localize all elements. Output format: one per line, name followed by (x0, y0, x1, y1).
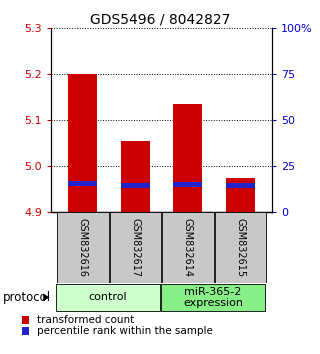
FancyBboxPatch shape (56, 284, 160, 311)
Text: GSM832615: GSM832615 (236, 218, 245, 278)
Text: GSM832614: GSM832614 (183, 218, 193, 277)
Text: GSM832617: GSM832617 (130, 218, 140, 278)
Text: control: control (89, 292, 127, 302)
Bar (173, 182, 202, 187)
FancyBboxPatch shape (161, 284, 265, 311)
Bar (68, 74, 97, 212)
Text: miR-365-2
expression: miR-365-2 expression (183, 286, 243, 308)
Text: protocol: protocol (3, 291, 51, 304)
Text: transformed count: transformed count (37, 315, 134, 325)
Bar (22, 316, 29, 324)
Text: percentile rank within the sample: percentile rank within the sample (37, 326, 213, 336)
Text: GSM832616: GSM832616 (78, 218, 88, 277)
FancyBboxPatch shape (109, 212, 161, 283)
Bar (121, 183, 150, 188)
Bar (173, 104, 202, 212)
Bar (22, 327, 29, 335)
Polygon shape (43, 293, 50, 301)
Bar (121, 141, 150, 212)
Bar (68, 181, 97, 186)
Text: GDS5496 / 8042827: GDS5496 / 8042827 (90, 12, 230, 27)
FancyBboxPatch shape (215, 212, 266, 283)
Bar (226, 183, 255, 188)
FancyBboxPatch shape (57, 212, 108, 283)
FancyBboxPatch shape (162, 212, 214, 283)
Bar (226, 178, 255, 212)
